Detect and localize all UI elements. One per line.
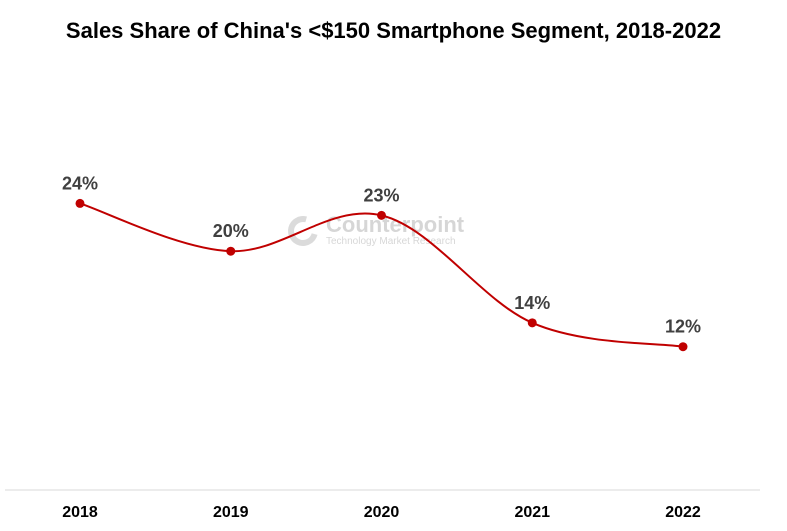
watermark-brand: Counterpoint	[326, 212, 465, 237]
data-point	[226, 246, 236, 256]
x-tick-label: 2020	[364, 504, 400, 521]
chart-layer: 2018 2019 2020 2021 2022 24% 20% 23% 14% 12%	[62, 173, 701, 521]
data-point	[527, 318, 537, 328]
chart-title: Sales Share of China's <$150 Smartphone …	[65, 18, 722, 43]
data-point	[75, 198, 85, 208]
x-tick-label: 2018	[62, 504, 98, 521]
watermark-tagline: Technology Market Research	[326, 236, 456, 247]
data-point	[678, 342, 688, 352]
data-label: 20%	[213, 221, 249, 241]
data-point	[377, 210, 386, 220]
data-label: 24%	[62, 173, 98, 193]
x-tick-label: 2021	[514, 504, 550, 521]
data-label: 14%	[514, 293, 550, 313]
series-line	[79, 202, 684, 348]
data-label: 12%	[665, 317, 701, 337]
data-label: 23%	[363, 185, 399, 205]
x-tick-label: 2022	[665, 504, 701, 521]
x-tick-label: 2019	[213, 504, 249, 521]
counterpoint-watermark: Counterpoint Technology Market Research	[282, 210, 465, 252]
